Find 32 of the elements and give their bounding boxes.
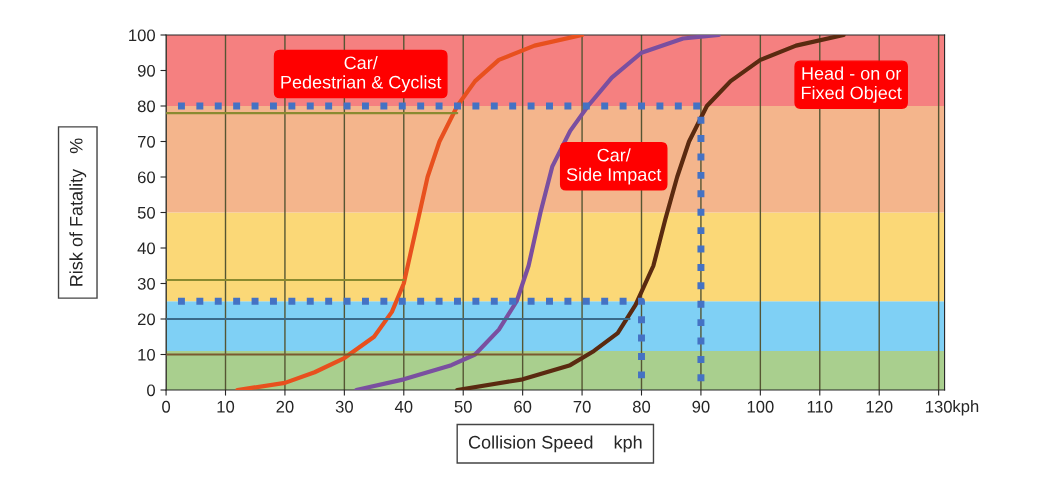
- x-tick-label: 130: [926, 400, 952, 413]
- y-tick-label: 70: [137, 135, 156, 148]
- x-tick-label: 100: [747, 400, 774, 413]
- y-tick-label: 20: [137, 313, 156, 326]
- annotation: Head - on or Fixed Object: [801, 66, 902, 103]
- annotation: Car/ Side Impact: [566, 148, 662, 185]
- x-tick-label: 0: [162, 400, 171, 413]
- x-tick-label: 60: [514, 400, 532, 413]
- line-series: [455, 35, 846, 390]
- x-tick-label: 20: [276, 400, 294, 413]
- y-tick-label: 50: [137, 206, 156, 219]
- x-tick-label: 110: [807, 400, 833, 413]
- x-tick-label: 50: [454, 400, 472, 413]
- y-axis-title: Risk of Fatality %: [69, 138, 87, 286]
- y-tick-label: 30: [137, 277, 156, 290]
- x-tick-label: 120: [866, 400, 893, 413]
- x-tick-label: 30: [335, 400, 353, 413]
- x-tick-label: 70: [573, 400, 591, 413]
- y-tick-label: 0: [147, 384, 156, 397]
- text: kph: [953, 399, 979, 416]
- x-axis-title: Collision Speed kph: [468, 435, 642, 453]
- x-tick-label: 90: [692, 400, 710, 413]
- y-tick-label: 80: [137, 100, 156, 113]
- y-tick-label: 90: [137, 64, 156, 77]
- y-tick-label: 100: [129, 29, 156, 42]
- annotation: Car/ Pedestrian & Cyclist: [281, 55, 442, 93]
- y-tick-label: 60: [137, 171, 156, 184]
- x-tick-label: 10: [217, 400, 235, 413]
- y-tick-label: 40: [137, 242, 156, 255]
- x-tick-label: 40: [394, 400, 413, 413]
- y-tick-label: 10: [138, 348, 156, 361]
- x-tick-label: 80: [632, 400, 651, 413]
